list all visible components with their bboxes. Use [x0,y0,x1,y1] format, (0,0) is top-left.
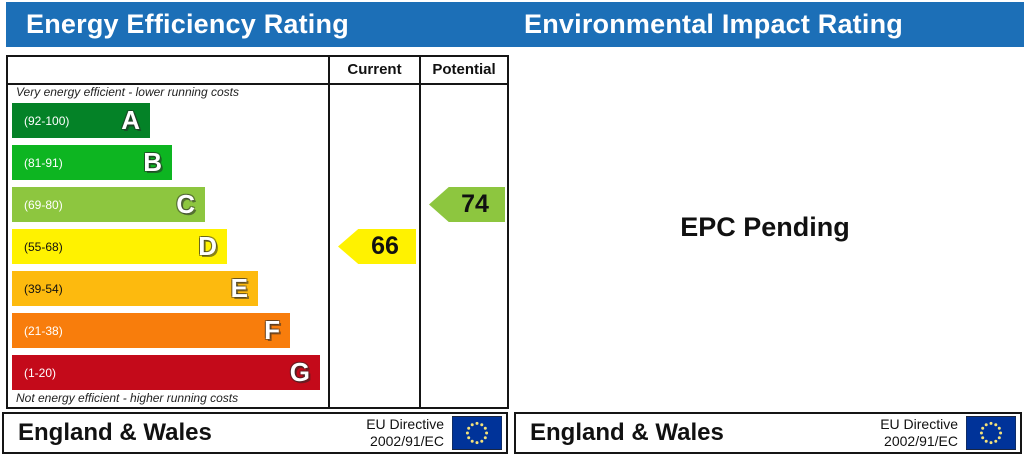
band-letter: D [198,230,217,261]
footer-energy: England & Wales EU Directive 2002/91/EC [2,412,508,454]
energy-rating-table: Current Potential Very energy efficient … [6,55,509,409]
band-letter: A [121,104,140,135]
band-g: (1-20) G [12,355,320,390]
energy-efficiency-title: Energy Efficiency Rating [26,9,349,39]
band-e: (39-54) E [12,271,258,306]
band-d: (55-68) D [12,229,227,264]
eu-directive-line1: EU Directive [880,416,958,433]
potential-rating-arrow: 74 [429,187,505,222]
current-rating-arrow: 66 [338,229,416,264]
band-letter: B [143,146,162,177]
environmental-impact-title: Environmental Impact Rating [524,9,903,39]
eu-directive-line2: 2002/91/EC [370,433,444,449]
column-divider-2 [419,57,421,407]
band-f: (21-38) F [12,313,290,348]
eu-directive-line2: 2002/91/EC [884,433,958,449]
band-range: (92-100) [24,113,70,128]
band-range: (1-20) [24,365,57,380]
epc-pending-status: EPC Pending [680,212,850,242]
band-range: (21-38) [24,323,63,338]
band-range: (81-91) [24,155,63,170]
bottom-note: Not energy efficient - higher running co… [16,391,239,405]
eu-directive-label: EU Directive 2002/91/EC [366,416,444,449]
top-note: Very energy efficient - lower running co… [16,85,239,99]
band-b: (81-91) B [12,145,172,180]
band-letter: F [264,314,280,345]
band-a: (92-100) A [12,103,150,138]
region-label: England & Wales [18,419,212,446]
current-column-header: Current [347,61,402,78]
eu-directive-label: EU Directive 2002/91/EC [880,416,958,449]
column-divider-1 [328,57,330,407]
eu-directive-line1: EU Directive [366,416,444,433]
region-label: England & Wales [530,419,724,446]
footer-environmental: England & Wales EU Directive 2002/91/EC [514,412,1022,454]
band-range: (55-68) [24,239,63,254]
band-letter: C [176,188,195,219]
title-bar: Energy Efficiency Rating Environmental I… [6,2,1024,47]
band-range: (39-54) [24,281,63,296]
band-letter: G [289,356,310,387]
band-c: (69-80) C [12,187,205,222]
eu-flag-icon [452,416,502,450]
eu-flag-icon [966,416,1016,450]
band-range: (69-80) [24,197,63,212]
potential-column-header: Potential [432,61,496,78]
band-letter: E [230,272,248,303]
header-row-divider [8,83,507,85]
